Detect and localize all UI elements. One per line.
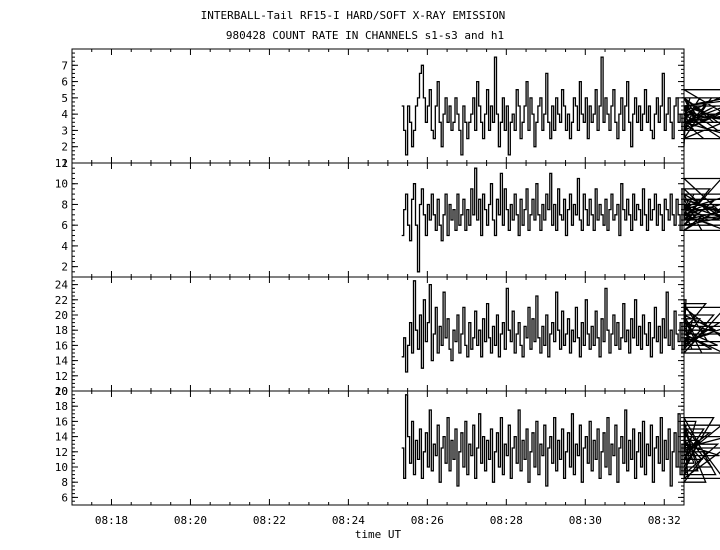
x-tick-label: 08:26 xyxy=(411,514,444,527)
y-tick-label: 14 xyxy=(55,355,69,368)
y-tick-label: 22 xyxy=(55,294,68,307)
x-tick-label: 08:28 xyxy=(490,514,523,527)
y-tick-label: 3 xyxy=(61,124,68,137)
x-tick-label: 08:20 xyxy=(174,514,207,527)
y-tick-label: 24 xyxy=(55,279,69,292)
panel-2-frame xyxy=(71,162,685,278)
x-tick-label: 08:30 xyxy=(569,514,602,527)
series-line-panel-3 xyxy=(401,280,720,373)
y-tick-label: 16 xyxy=(55,339,68,352)
y-tick-label: 10 xyxy=(55,461,68,474)
y-tick-label: 4 xyxy=(61,240,68,253)
chart-subtitle: 980428 COUNT RATE IN CHANNELS s1-s3 and … xyxy=(226,29,504,42)
y-tick-label: 6 xyxy=(61,76,68,89)
panel-1: 1 2 3 4 5 6 7 xyxy=(61,48,720,170)
panel-2: 2 4 6 8 10 12 xyxy=(55,157,720,278)
y-tick-label: 20 xyxy=(55,309,68,322)
y-tick-label: 8 xyxy=(61,476,68,489)
x-axis-label: time UT xyxy=(355,528,402,541)
y-tick-label: 12 xyxy=(55,446,68,459)
x-axis: 08:18 08:20 08:22 08:24 08:26 08:28 08:30 08:32 xyxy=(95,514,681,527)
y-tick-label: 12 xyxy=(55,370,68,383)
y-tick-label: 6 xyxy=(61,491,68,504)
chart-title: INTERBALL-Tail RF15-I HARD/SOFT X-RAY EM… xyxy=(201,9,506,22)
panel-4: 6 8 10 12 14 16 18 20 xyxy=(55,385,720,506)
panel-3: 10 12 14 16 18 20 22 24 xyxy=(55,276,720,398)
y-tick-label: 16 xyxy=(55,415,68,428)
y-tick-label: 10 xyxy=(55,385,68,398)
series-line-panel-2 xyxy=(401,167,720,273)
x-tick-label: 08:24 xyxy=(332,514,365,527)
y-tick-label: 12 xyxy=(55,157,68,170)
y-tick-label: 8 xyxy=(61,198,68,211)
y-tick-label: 2 xyxy=(61,141,68,154)
x-tick-label: 08:32 xyxy=(648,514,681,527)
y-tick-label: 1 xyxy=(61,157,68,170)
y-tick-label: 18 xyxy=(55,400,68,413)
y-tick-label: 7 xyxy=(61,59,68,72)
y-tick-label: 20 xyxy=(55,385,68,398)
panels-group: 1234567246810121012141618202224681012141… xyxy=(55,48,720,506)
y-tick-label: 6 xyxy=(61,219,68,232)
panel-4-frame xyxy=(71,390,685,506)
y-tick-label: 2 xyxy=(61,261,68,274)
y-tick-label: 10 xyxy=(55,178,68,191)
panel-3-frame xyxy=(71,276,685,392)
x-tick-label: 08:18 xyxy=(95,514,128,527)
y-tick-label: 18 xyxy=(55,324,68,337)
series-line-panel-1 xyxy=(401,56,720,156)
x-tick-label: 08:22 xyxy=(253,514,286,527)
series-line-panel-4 xyxy=(401,394,720,487)
y-tick-label: 14 xyxy=(55,431,69,444)
panel-1-frame xyxy=(71,48,685,164)
y-tick-label: 5 xyxy=(61,92,68,105)
y-tick-label: 4 xyxy=(61,108,68,121)
